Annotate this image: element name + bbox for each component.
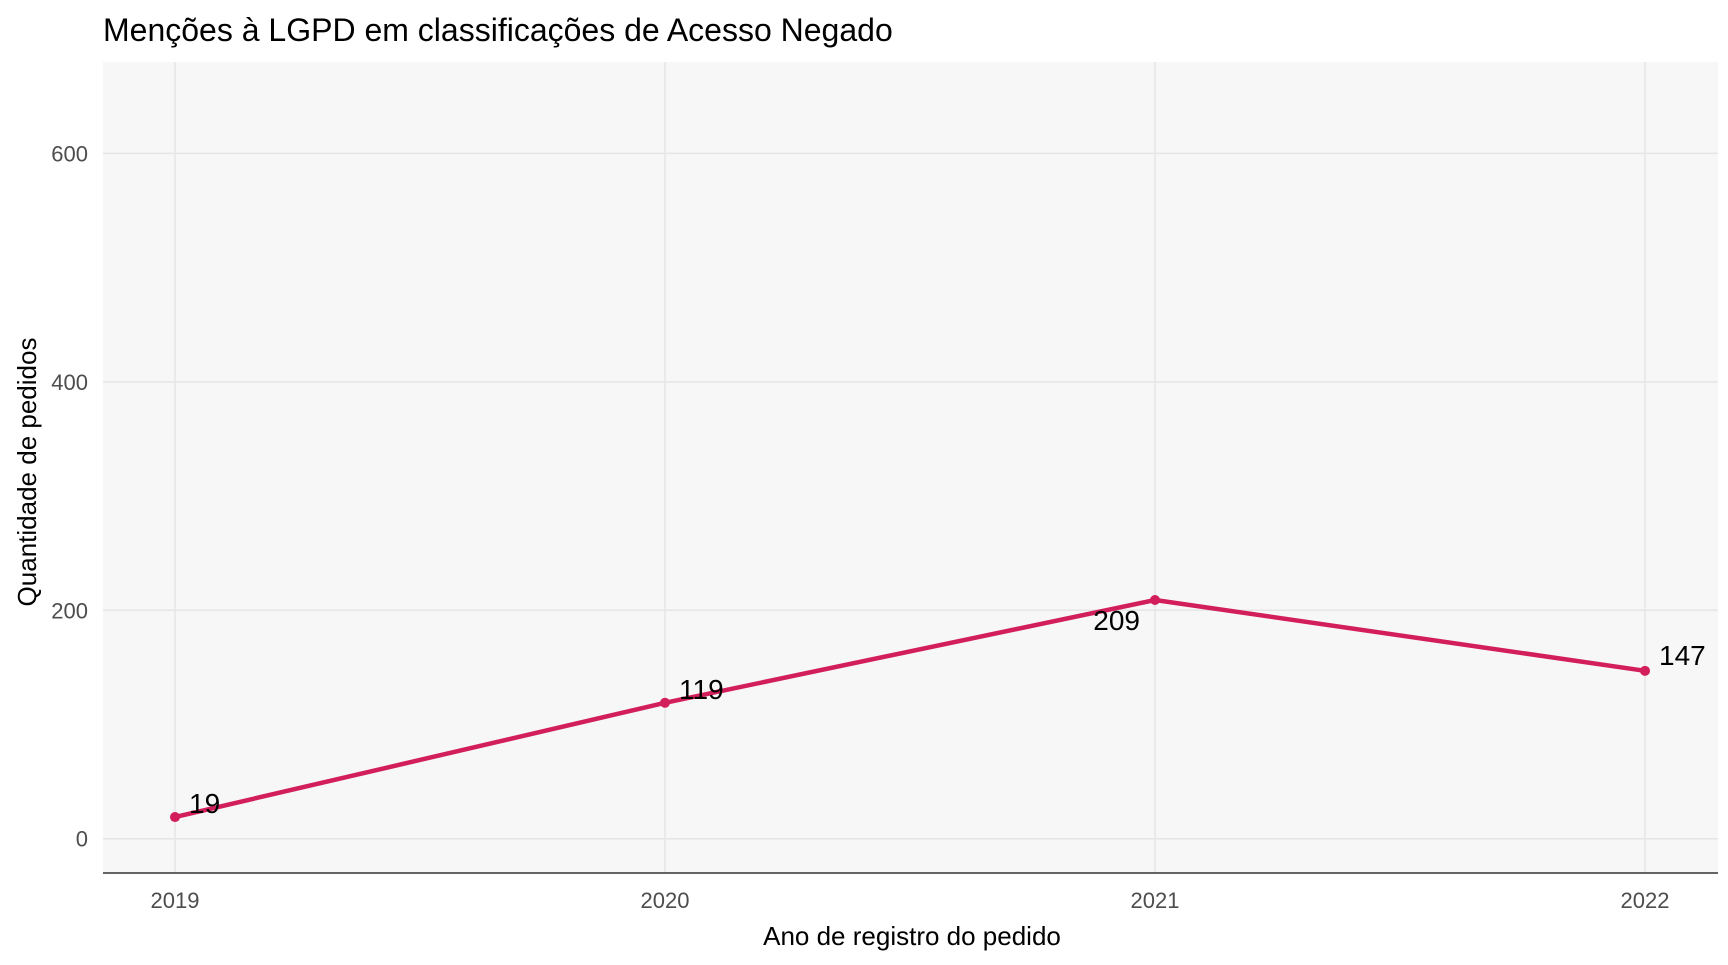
x-axis-title: Ano de registro do pedido (763, 921, 1061, 951)
series-layer (170, 595, 1650, 823)
data-label: 147 (1659, 640, 1706, 671)
y-tick-labels: 0 200 400 600 (51, 141, 88, 851)
data-label: 119 (679, 674, 724, 705)
x-tick-labels: 2019 2020 2021 2022 (151, 888, 1670, 913)
x-tick-label: 2019 (151, 888, 200, 913)
y-tick-label: 400 (51, 370, 88, 395)
data-point (1640, 665, 1650, 676)
x-tick-label: 2020 (641, 888, 690, 913)
y-axis-title: Quantidade de pedidos (12, 338, 42, 607)
data-point (1150, 595, 1160, 606)
x-tick-label: 2021 (1131, 888, 1180, 913)
data-labels: 19 119 209 147 (189, 605, 1706, 819)
series-line (172, 597, 1648, 820)
grid-lines (103, 62, 1718, 873)
data-label: 19 (189, 788, 220, 819)
data-point (660, 697, 670, 708)
plot-panel (103, 62, 1718, 873)
data-point (170, 812, 180, 823)
x-tick-label: 2022 (1621, 888, 1670, 913)
chart-title: Menções à LGPD em classificações de Aces… (103, 12, 893, 48)
data-label: 209 (1093, 605, 1140, 636)
y-tick-label: 200 (51, 598, 88, 623)
y-tick-label: 600 (51, 141, 88, 166)
y-tick-label: 0 (76, 827, 88, 852)
